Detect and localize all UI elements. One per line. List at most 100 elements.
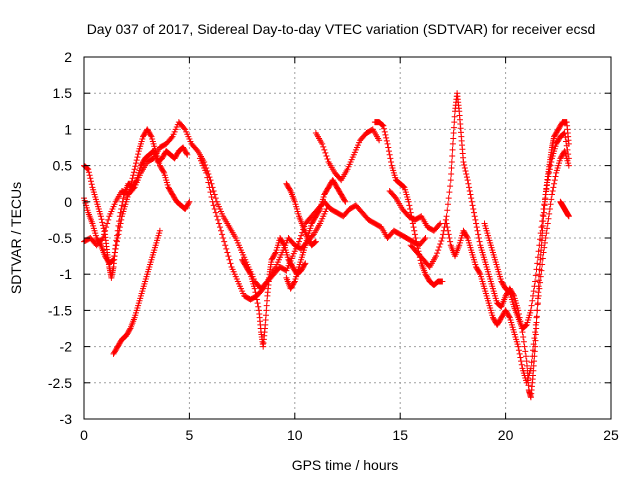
data-point [130, 185, 137, 192]
data-point [474, 227, 481, 234]
data-point [563, 138, 570, 145]
data-point [448, 171, 455, 178]
data-point [475, 235, 482, 241]
data-point [84, 165, 91, 172]
data-point [544, 220, 551, 227]
data-point [542, 235, 549, 241]
data-point [186, 198, 193, 205]
data-point [536, 242, 543, 249]
data-point [435, 247, 442, 254]
data-point [448, 158, 455, 165]
data-point [466, 187, 473, 194]
data-point [215, 220, 222, 227]
data-point [112, 245, 119, 252]
data-marks [81, 90, 572, 401]
x-tick-label: 15 [392, 427, 408, 443]
x-tick-label: 10 [287, 427, 303, 443]
data-point [530, 292, 537, 299]
data-point [434, 250, 441, 257]
data-point [413, 238, 420, 245]
data-point [104, 220, 111, 227]
data-point [446, 235, 453, 241]
data-point [505, 288, 512, 295]
data-point [207, 189, 214, 196]
data-point [534, 254, 541, 261]
data-point [530, 341, 537, 348]
data-point [98, 236, 105, 243]
y-tick-label: -1 [60, 266, 73, 282]
data-point [538, 267, 545, 274]
data-point [515, 347, 522, 354]
data-point [521, 343, 528, 350]
data-point [85, 169, 92, 176]
data-point [149, 148, 156, 155]
series-sat-b [81, 126, 193, 267]
data-point [219, 231, 226, 238]
y-tick-label: -1.5 [48, 302, 72, 318]
data-point [540, 206, 547, 213]
data-point [412, 235, 419, 241]
data-point [118, 202, 125, 209]
data-point [463, 174, 470, 181]
data-point [324, 155, 331, 162]
data-point [538, 224, 545, 231]
data-point [531, 283, 538, 290]
series-sat-j [371, 119, 446, 289]
data-point [565, 213, 572, 220]
data-point [114, 235, 121, 241]
data-point [549, 187, 556, 194]
data-point [475, 231, 482, 238]
series-sat-h [283, 180, 319, 249]
data-point [546, 169, 553, 176]
data-point [565, 155, 572, 162]
data-point [205, 179, 212, 186]
data-point [341, 197, 348, 204]
data-point [130, 169, 137, 176]
data-point [531, 335, 538, 342]
data-point [323, 206, 330, 213]
data-point [541, 201, 548, 208]
data-point [472, 216, 479, 223]
y-tick-label: 0.5 [53, 158, 73, 174]
data-point [548, 196, 555, 203]
y-tick-label: -0.5 [48, 230, 72, 246]
data-point [542, 191, 549, 198]
data-point [534, 307, 541, 314]
data-point [563, 142, 570, 149]
data-point [323, 152, 330, 159]
data-point [85, 166, 92, 173]
data-point [466, 184, 473, 191]
data-point [543, 186, 550, 193]
data-point [450, 135, 457, 142]
data-point [185, 200, 192, 207]
data-point [535, 292, 542, 299]
data-point [533, 266, 540, 273]
data-point [530, 347, 537, 354]
data-point [536, 285, 543, 292]
data-point [109, 257, 116, 264]
data-point [411, 227, 418, 234]
data-point [460, 158, 467, 165]
data-point [548, 191, 555, 198]
data-point [537, 230, 544, 237]
data-point [216, 224, 223, 231]
data-point [497, 303, 504, 310]
data-point [321, 146, 328, 153]
data-point [320, 143, 327, 150]
data-point [551, 180, 558, 187]
data-point [111, 249, 118, 256]
data-point [444, 227, 451, 234]
data-point [384, 140, 391, 147]
data-point [520, 338, 527, 345]
data-point [437, 241, 444, 248]
data-point [280, 241, 287, 248]
data-point [447, 183, 454, 190]
data-point [506, 288, 513, 295]
data-point [212, 195, 219, 202]
data-point [88, 181, 95, 188]
data-point [208, 193, 215, 200]
data-point [259, 286, 266, 293]
data-point [410, 224, 417, 231]
data-point [473, 224, 480, 231]
data-point [467, 191, 474, 198]
